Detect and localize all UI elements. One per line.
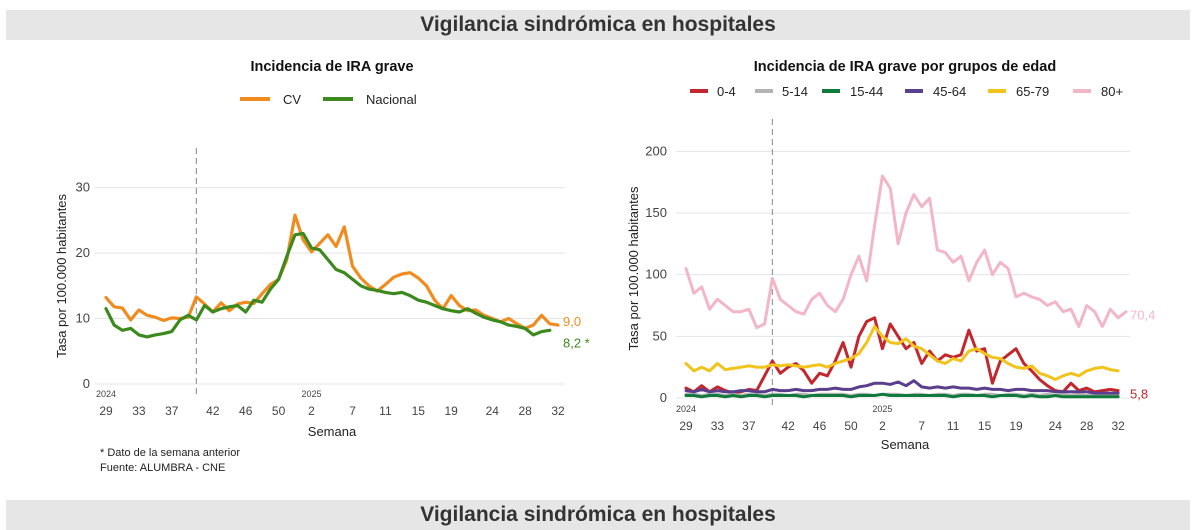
x-tick-label: 32 (1111, 419, 1125, 433)
series-line-65-79 (684, 325, 1120, 381)
end-label-CV: 9,0 (563, 314, 581, 329)
x-tick-label: 42 (781, 419, 795, 433)
x-tick-label: 32 (551, 404, 565, 418)
chart-title: Incidencia de IRA grave (250, 59, 413, 75)
x-tick-label: 15 (412, 404, 426, 418)
x-tick-label: 29 (679, 419, 693, 433)
x-tick-label: 24 (486, 404, 500, 418)
y-tick-label: 100 (645, 267, 667, 282)
x-tick-label: 19 (444, 404, 458, 418)
series-line-80+ (684, 174, 1128, 330)
x-tick-label: 7 (349, 404, 356, 418)
x-tick-label: 2 (308, 404, 315, 418)
series-line-45-64 (684, 379, 1120, 395)
x-tick-label: 24 (1049, 419, 1063, 433)
section-title: Vigilancia sindrómica en hospitales (6, 10, 1190, 40)
year-label: 2024 (96, 389, 116, 399)
y-tick-label: 200 (645, 143, 667, 158)
x-axis-label: Semana (881, 437, 930, 452)
x-tick-label: 50 (844, 419, 858, 433)
y-tick-label: 150 (645, 205, 667, 220)
end-label-0-4: 5,8 (1130, 387, 1148, 402)
series-line-15-44 (684, 392, 1120, 399)
x-tick-label: 28 (518, 404, 532, 418)
legend-label-5-14: 5-14 (782, 84, 808, 99)
year-label: 2025 (872, 404, 892, 414)
legend-label-CV: CV (283, 92, 301, 107)
x-tick-label: 46 (813, 419, 827, 433)
x-tick-label: 33 (711, 419, 725, 433)
footnote-previous-week: * Dato de la semana anterior (100, 447, 241, 459)
x-tick-label: 15 (978, 419, 992, 433)
x-tick-label: 29 (99, 404, 113, 418)
series-line-CV (104, 213, 560, 330)
x-tick-label: 46 (239, 404, 253, 418)
legend-label-80+: 80+ (1101, 84, 1123, 99)
x-tick-label: 11 (947, 419, 960, 433)
x-tick-label: 11 (379, 404, 392, 418)
x-tick-label: 37 (165, 404, 179, 418)
legend-label-15-44: 15-44 (850, 84, 883, 99)
x-tick-label: 2 (879, 419, 886, 433)
x-tick-label: 28 (1080, 419, 1094, 433)
x-tick-label: 50 (272, 404, 286, 418)
y-tick-label: 10 (76, 311, 90, 326)
series-line-Nacional (104, 231, 552, 339)
chart-title: Incidencia de IRA grave por grupos de ed… (754, 59, 1056, 75)
x-tick-label: 19 (1009, 419, 1023, 433)
y-axis-label: Tasa por 100.000 habitantes (54, 193, 69, 358)
legend-label-0-4: 0-4 (717, 84, 736, 99)
x-tick-label: 37 (742, 419, 756, 433)
y-tick-label: 0 (660, 390, 667, 405)
y-axis-label: Tasa por 100.000 habitantes (626, 186, 641, 351)
x-tick-label: 7 (918, 419, 925, 433)
year-label: 2024 (676, 404, 696, 414)
x-tick-label: 42 (206, 404, 220, 418)
year-label: 2025 (301, 389, 321, 399)
x-axis-label: Semana (308, 424, 357, 439)
x-tick-label: 33 (132, 404, 146, 418)
y-tick-label: 50 (653, 328, 667, 343)
end-label-Nacional: 8,2 * (563, 335, 590, 350)
series-line-0-4 (684, 316, 1120, 395)
end-label-80+: 70,4 (1130, 308, 1155, 323)
y-tick-label: 0 (83, 376, 90, 391)
legend-label-65-79: 65-79 (1016, 84, 1049, 99)
y-tick-label: 20 (76, 245, 90, 260)
legend-label-Nacional: Nacional (366, 92, 417, 107)
y-tick-label: 30 (76, 180, 90, 195)
footnote-source: Fuente: ALUMBRA - CNE (100, 462, 226, 474)
legend-label-45-64: 45-64 (933, 84, 966, 99)
